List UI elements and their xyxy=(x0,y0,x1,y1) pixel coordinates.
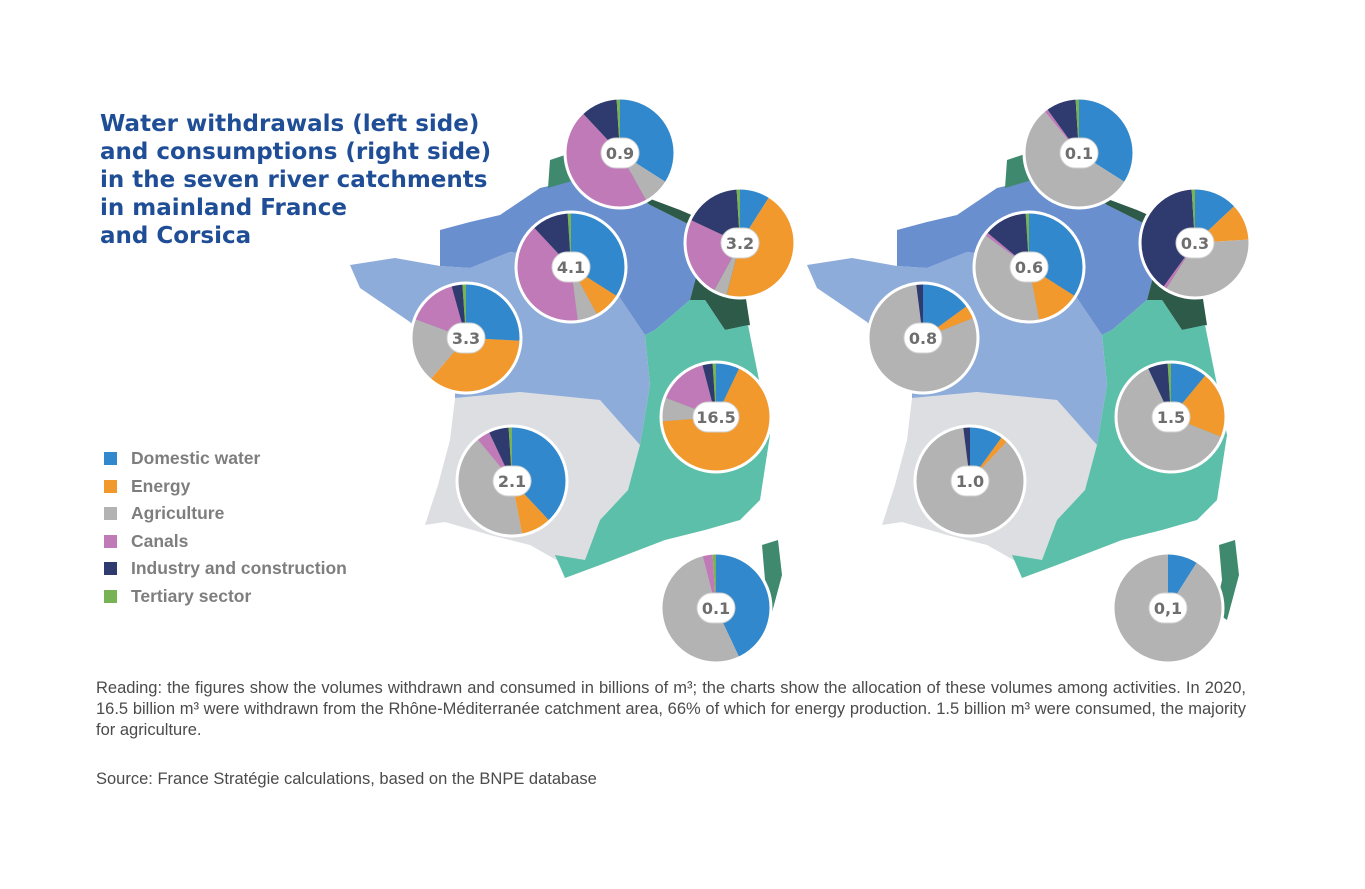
legend-item-energy: Energy xyxy=(104,473,347,501)
legend-item-tertiary: Tertiary sector xyxy=(104,583,347,611)
legend: Domestic water Energy Agriculture Canals… xyxy=(104,445,347,610)
pie-right-4: 0.8 xyxy=(866,281,980,395)
legend-label: Domestic water xyxy=(131,448,261,469)
pie-outline xyxy=(514,210,628,324)
legend-item-canals: Canals xyxy=(104,528,347,556)
legend-label: Energy xyxy=(131,475,191,496)
pie-value-badge xyxy=(720,227,760,259)
chart-title: Water withdrawals (left side) and consum… xyxy=(100,111,492,249)
pie-slice-agriculture xyxy=(974,234,1040,322)
pie-outline xyxy=(563,96,677,210)
pie-left-6: 2.1 xyxy=(455,424,569,538)
pie-slice-industry xyxy=(690,188,740,243)
legend-swatch xyxy=(104,452,117,466)
pie-value-badge xyxy=(903,322,943,354)
pie-value-badge xyxy=(1059,137,1099,169)
legend-swatch xyxy=(104,589,117,603)
pie-outline xyxy=(972,210,1086,324)
pie-value-label: 3.2 xyxy=(726,234,754,253)
pie-value-badge xyxy=(1175,227,1215,259)
pie-slice-domestic xyxy=(716,553,771,658)
pie-value-badge xyxy=(492,465,532,497)
source-note: Source: France Stratégie calculations, b… xyxy=(96,770,597,788)
pie-right-1: 0.1 xyxy=(1022,96,1136,210)
pie-value-label: 0.6 xyxy=(1015,258,1043,277)
pie-outline xyxy=(1138,186,1252,300)
pie-value-badge xyxy=(696,592,736,624)
reading-note: Reading: the figures show the volumes wi… xyxy=(96,679,1246,739)
pie-left-4: 3.3 xyxy=(409,281,523,395)
pie-right-5: 1.5 xyxy=(1114,360,1228,474)
pie-value-badge xyxy=(1009,251,1049,283)
legend-item-domestic: Domestic water xyxy=(104,445,347,473)
pie-slice-industry xyxy=(1140,188,1195,288)
pie-outline xyxy=(1022,96,1136,210)
legend-swatch xyxy=(104,562,117,576)
pie-slice-agriculture xyxy=(1165,239,1251,298)
catchment-pies: 0.9 4.1 3.2 3.3 16.5 2.1 0.1 0.1 0.6 0.3 0.8 1.5 1.0… xyxy=(409,96,1252,665)
legend-label: Agriculture xyxy=(131,503,225,524)
pie-value-badge xyxy=(1148,592,1188,624)
pie-value-label: 1.0 xyxy=(956,472,984,491)
pie-outline xyxy=(409,281,523,395)
pie-value-label: 0,1 xyxy=(1154,599,1182,618)
pie-outline xyxy=(659,551,773,665)
pie-value-badge xyxy=(600,137,640,169)
legend-item-agriculture: Agriculture xyxy=(104,500,347,528)
pie-right-6: 1.0 xyxy=(913,424,1027,538)
pie-left-2: 4.1 xyxy=(514,210,628,324)
pie-value-label: 1.5 xyxy=(1157,408,1185,427)
pie-value-label: 4.1 xyxy=(557,258,585,277)
legend-label: Canals xyxy=(131,530,189,551)
pie-slice-domestic xyxy=(512,426,567,522)
pie-outline xyxy=(1114,360,1228,474)
pie-value-label: 0.8 xyxy=(909,329,937,348)
pie-left-1: 0.9 xyxy=(563,96,677,210)
pie-value-label: 0.3 xyxy=(1181,234,1209,253)
pie-value-badge xyxy=(1151,401,1191,433)
pie-outline xyxy=(659,360,773,474)
pie-slice-energy xyxy=(726,196,795,298)
legend-swatch xyxy=(104,507,117,521)
legend-swatch xyxy=(104,479,117,493)
pie-value-badge xyxy=(950,465,990,497)
pie-slice-canals xyxy=(516,226,578,322)
pie-left-7: 0.1 xyxy=(659,551,773,665)
pie-value-badge xyxy=(446,322,486,354)
legend-swatch xyxy=(104,534,117,548)
pie-left-5: 16.5 xyxy=(659,360,773,474)
pie-value-label: 16.5 xyxy=(696,408,735,427)
pie-value-label: 0.9 xyxy=(606,144,634,163)
pie-outline xyxy=(683,186,797,300)
pie-slice-canals xyxy=(414,284,466,338)
pie-outline xyxy=(455,424,569,538)
legend-item-industry: Industry and construction xyxy=(104,555,347,583)
legend-label: Industry and construction xyxy=(131,558,347,579)
pie-outline xyxy=(866,281,980,395)
pie-value-label: 0.1 xyxy=(1065,144,1093,163)
pie-outline xyxy=(913,424,1027,538)
pie-right-3: 0.3 xyxy=(1138,186,1252,300)
pie-value-label: 2.1 xyxy=(498,472,526,491)
pie-left-3: 3.2 xyxy=(683,186,797,300)
pie-value-badge xyxy=(551,251,591,283)
pie-slice-agriculture xyxy=(456,438,523,536)
pie-slice-energy xyxy=(430,338,521,394)
pie-value-label: 3.3 xyxy=(452,329,480,348)
pie-value-label: 0.1 xyxy=(702,599,730,618)
pie-value-badge xyxy=(692,401,740,433)
pie-outline xyxy=(1111,551,1225,665)
legend-label: Tertiary sector xyxy=(131,585,252,606)
pie-right-2: 0.6 xyxy=(972,210,1086,324)
pie-right-7: 0,1 xyxy=(1111,551,1225,665)
